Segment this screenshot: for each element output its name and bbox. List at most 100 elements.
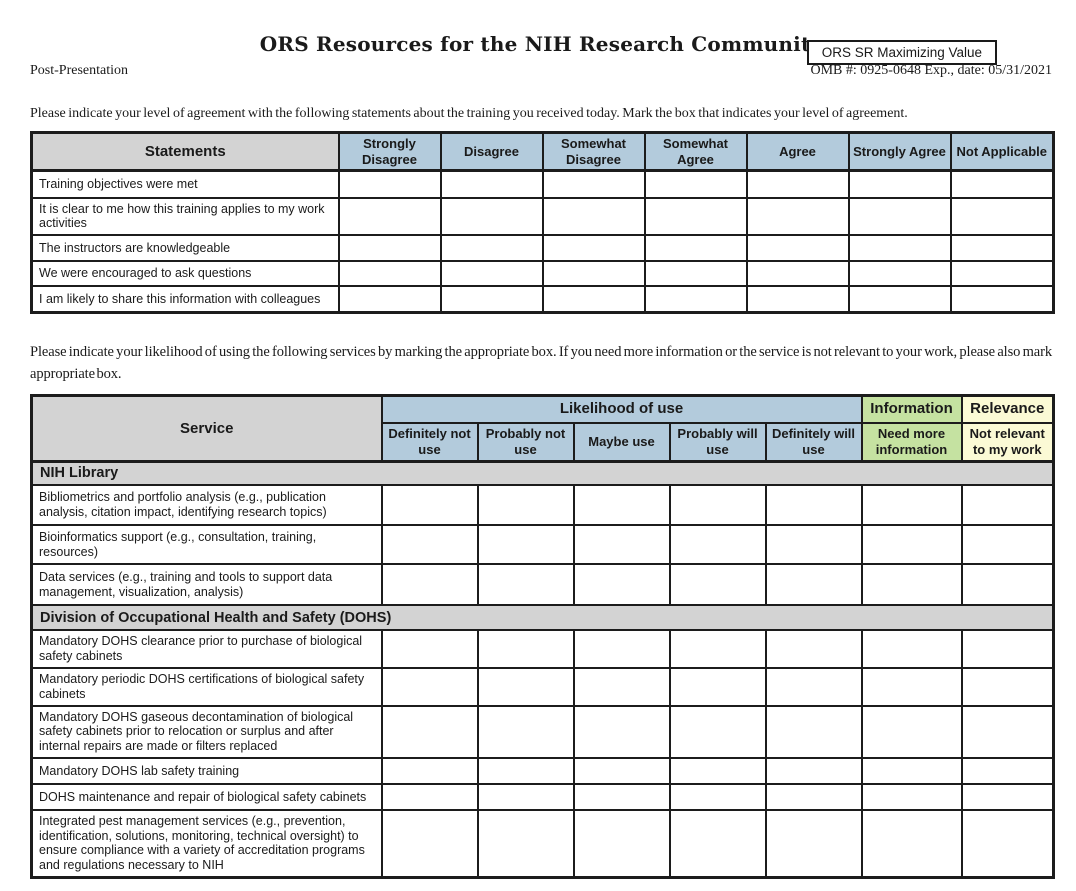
response-cell[interactable]: [380, 756, 479, 785]
response-cell[interactable]: [745, 169, 850, 199]
response-cell[interactable]: [960, 629, 1055, 669]
response-cell[interactable]: [643, 260, 748, 288]
response-cell[interactable]: [960, 484, 1055, 527]
response-cell[interactable]: [541, 234, 646, 263]
response-cell[interactable]: [764, 666, 863, 707]
response-cell[interactable]: [860, 808, 963, 879]
response-cell[interactable]: [764, 563, 863, 607]
response-cell[interactable]: [337, 285, 442, 314]
response-cell[interactable]: [439, 196, 544, 237]
response-cell[interactable]: [949, 196, 1055, 237]
response-cell[interactable]: [541, 169, 646, 199]
response-cell[interactable]: [960, 782, 1055, 811]
response-cell[interactable]: [860, 704, 963, 759]
response-cell[interactable]: [572, 524, 671, 566]
response-cell[interactable]: [860, 563, 963, 607]
response-cell[interactable]: [860, 629, 963, 669]
response-cell[interactable]: [860, 524, 963, 566]
response-cell[interactable]: [476, 666, 575, 707]
response-cell[interactable]: [572, 756, 671, 785]
response-cell[interactable]: [949, 285, 1055, 314]
response-cell[interactable]: [847, 169, 952, 199]
response-cell[interactable]: [541, 285, 646, 314]
response-cell[interactable]: [847, 285, 952, 314]
response-cell[interactable]: [960, 756, 1055, 785]
response-cell[interactable]: [476, 563, 575, 607]
response-cell[interactable]: [643, 285, 748, 314]
response-cell[interactable]: [949, 169, 1055, 199]
column-header-strongly-agree: Strongly Agree: [847, 131, 952, 172]
response-cell[interactable]: [476, 629, 575, 669]
response-cell[interactable]: [643, 196, 748, 237]
response-cell[interactable]: [860, 666, 963, 707]
response-cell[interactable]: [572, 782, 671, 811]
response-cell[interactable]: [380, 808, 479, 879]
meta-row: Post-Presentation OMB #: 0925-0648 Exp.,…: [30, 63, 1052, 79]
response-cell[interactable]: [847, 196, 952, 237]
response-cell[interactable]: [668, 704, 767, 759]
response-cell[interactable]: [764, 629, 863, 669]
response-cell[interactable]: [860, 484, 963, 527]
response-cell[interactable]: [643, 234, 748, 263]
response-cell[interactable]: [960, 524, 1055, 566]
response-cell[interactable]: [380, 484, 479, 527]
response-cell[interactable]: [572, 704, 671, 759]
response-cell[interactable]: [960, 666, 1055, 707]
response-cell[interactable]: [476, 808, 575, 879]
response-cell[interactable]: [337, 196, 442, 237]
response-cell[interactable]: [960, 808, 1055, 879]
response-cell[interactable]: [380, 563, 479, 607]
response-cell[interactable]: [643, 169, 748, 199]
response-cell[interactable]: [380, 629, 479, 669]
response-cell[interactable]: [337, 234, 442, 263]
response-cell[interactable]: [572, 484, 671, 527]
response-cell[interactable]: [439, 169, 544, 199]
response-cell[interactable]: [476, 704, 575, 759]
response-cell[interactable]: [380, 704, 479, 759]
response-cell[interactable]: [541, 196, 646, 237]
response-cell[interactable]: [337, 260, 442, 288]
response-cell[interactable]: [668, 756, 767, 785]
response-cell[interactable]: [572, 666, 671, 707]
response-cell[interactable]: [960, 704, 1055, 759]
response-cell[interactable]: [764, 484, 863, 527]
response-cell[interactable]: [572, 808, 671, 879]
response-cell[interactable]: [380, 666, 479, 707]
response-cell[interactable]: [668, 808, 767, 879]
response-cell[interactable]: [860, 756, 963, 785]
response-cell[interactable]: [847, 234, 952, 263]
response-cell[interactable]: [380, 524, 479, 566]
response-cell[interactable]: [764, 524, 863, 566]
response-cell[interactable]: [541, 260, 646, 288]
response-cell[interactable]: [745, 260, 850, 288]
response-cell[interactable]: [745, 196, 850, 237]
response-cell[interactable]: [337, 169, 442, 199]
response-cell[interactable]: [764, 704, 863, 759]
response-cell[interactable]: [764, 782, 863, 811]
response-cell[interactable]: [745, 285, 850, 314]
response-cell[interactable]: [668, 524, 767, 566]
response-cell[interactable]: [949, 234, 1055, 263]
response-cell[interactable]: [476, 484, 575, 527]
response-cell[interactable]: [668, 629, 767, 669]
response-cell[interactable]: [572, 629, 671, 669]
response-cell[interactable]: [668, 484, 767, 527]
response-cell[interactable]: [380, 782, 479, 811]
response-cell[interactable]: [439, 234, 544, 263]
response-cell[interactable]: [439, 260, 544, 288]
response-cell[interactable]: [476, 524, 575, 566]
response-cell[interactable]: [439, 285, 544, 314]
response-cell[interactable]: [949, 260, 1055, 288]
response-cell[interactable]: [476, 756, 575, 785]
response-cell[interactable]: [668, 782, 767, 811]
response-cell[interactable]: [960, 563, 1055, 607]
response-cell[interactable]: [668, 563, 767, 607]
response-cell[interactable]: [668, 666, 767, 707]
response-cell[interactable]: [764, 808, 863, 879]
response-cell[interactable]: [860, 782, 963, 811]
response-cell[interactable]: [745, 234, 850, 263]
response-cell[interactable]: [572, 563, 671, 607]
response-cell[interactable]: [847, 260, 952, 288]
response-cell[interactable]: [764, 756, 863, 785]
response-cell[interactable]: [476, 782, 575, 811]
